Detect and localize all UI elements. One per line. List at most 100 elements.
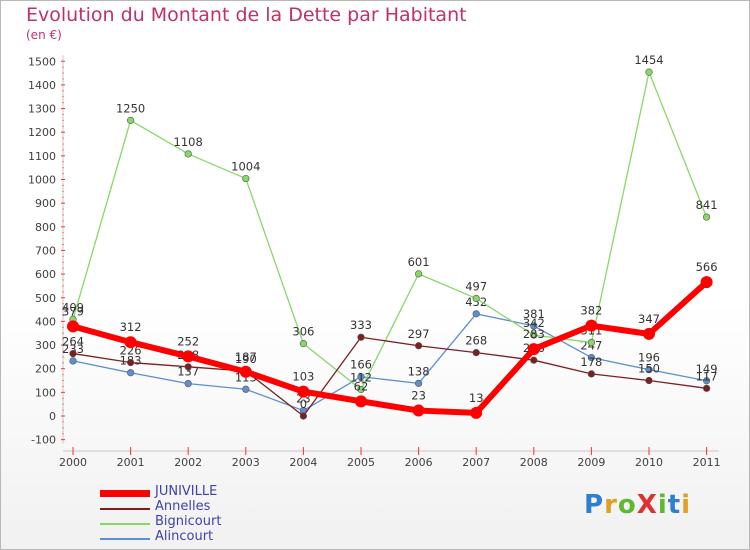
data-label-alincourt: 166 [350, 358, 372, 372]
x-tick-label: 2010 [635, 456, 663, 469]
data-point-bignicourt [299, 340, 308, 348]
data-point-bignicourt [357, 385, 365, 394]
data-point-annelles [69, 349, 77, 358]
x-tick-label: 2000 [59, 456, 87, 469]
y-tick-label: 1000 [28, 174, 56, 187]
legend-item: JUNIVILLE [100, 484, 300, 501]
data-label-juniville: 103 [292, 370, 314, 384]
data-point-bignicourt [530, 331, 538, 339]
legend: JUNIVILLE Annelles Bignicourt Alincourt [100, 484, 300, 546]
data-label-annelles: 150 [638, 362, 660, 376]
data-point-juniville [355, 395, 367, 408]
data-label-juniville: 62 [354, 379, 369, 393]
legend-item: Bignicourt [100, 514, 300, 531]
logo-letter: t [667, 490, 682, 520]
data-label-bignicourt: 1454 [634, 53, 663, 67]
data-point-bignicourt [587, 338, 596, 347]
data-point-annelles [184, 363, 192, 371]
series-line-bignicourt [72, 71, 708, 391]
legend-label: Alincourt [155, 529, 214, 544]
legend-swatch [100, 508, 150, 510]
data-label-bignicourt: 1108 [174, 135, 203, 149]
data-label-juniville: 382 [580, 304, 602, 318]
data-label-bignicourt: 306 [292, 325, 314, 339]
y-tick-label: 200 [35, 363, 56, 376]
data-label-alincourt: 233 [62, 342, 84, 356]
data-point-juniville [297, 385, 310, 398]
data-point-alincourt [645, 366, 653, 374]
data-point-juniville [527, 343, 540, 356]
data-label-juniville: 187 [235, 350, 257, 364]
data-point-annelles [472, 349, 480, 357]
data-label-annelles: 297 [408, 327, 430, 341]
data-point-annelles [357, 333, 365, 341]
data-label-bignicourt: 1250 [116, 101, 145, 115]
y-tick-label: 1100 [28, 150, 56, 163]
data-point-alincourt [530, 322, 538, 330]
data-point-bignicourt [645, 68, 653, 76]
y-tick-label: 900 [35, 197, 56, 210]
data-point-bignicourt [242, 174, 250, 183]
data-point-alincourt [127, 369, 135, 377]
logo-letter: i [681, 490, 692, 520]
data-point-juniville [182, 350, 195, 363]
data-label-annelles: 226 [120, 344, 142, 358]
data-point-annelles [702, 384, 711, 392]
logo-letter: o [617, 490, 637, 520]
y-tick-label: 1200 [28, 126, 56, 139]
logo-letter: P [584, 490, 605, 520]
data-label-juniville: 283 [523, 327, 545, 341]
data-point-alincourt [587, 353, 596, 362]
data-label-annelles: 0 [300, 397, 307, 411]
legend-item: Annelles [100, 499, 300, 516]
data-point-alincourt [357, 373, 365, 381]
data-label-alincourt: 137 [177, 365, 199, 379]
data-point-juniville [643, 327, 655, 340]
logo-letter: X [636, 490, 658, 520]
x-tick-label: 2004 [289, 456, 317, 469]
data-label-alincourt: 138 [408, 364, 430, 378]
data-label-alincourt: 149 [696, 362, 718, 376]
legend-swatch [100, 538, 150, 540]
data-point-annelles [415, 342, 423, 350]
data-point-bignicourt [184, 150, 192, 158]
x-tick-label: 2007 [462, 456, 490, 469]
x-tick-label: 2001 [117, 456, 145, 469]
series-line-annelles [72, 336, 708, 417]
x-tick-label: 2009 [577, 456, 605, 469]
data-point-annelles [127, 358, 135, 367]
x-tick-label: 2006 [405, 456, 433, 469]
logo-letter: r [604, 490, 618, 520]
data-label-juniville: 23 [411, 389, 426, 403]
data-point-juniville [700, 276, 713, 289]
data-point-bignicourt [702, 213, 711, 221]
legend-swatch [100, 490, 150, 497]
data-point-alincourt [242, 385, 250, 393]
data-label-bignicourt: 841 [696, 198, 718, 212]
data-point-annelles [645, 376, 653, 385]
legend-label: JUNIVILLE [155, 484, 218, 499]
data-point-alincourt [472, 310, 480, 318]
data-label-bignicourt: 342 [523, 316, 545, 330]
legend-label: Bignicourt [155, 514, 222, 529]
data-point-juniville [124, 336, 137, 349]
data-point-juniville [470, 406, 483, 419]
y-tick-label: 600 [35, 268, 56, 281]
data-point-alincourt [184, 379, 192, 388]
y-tick-label: 0 [49, 410, 56, 423]
x-tick-label: 2011 [693, 456, 721, 469]
y-tick-label: 1300 [28, 103, 56, 116]
y-tick-label: 1400 [28, 79, 56, 92]
data-point-bignicourt [127, 116, 135, 124]
legend-item: Alincourt [100, 529, 300, 546]
data-point-annelles [530, 356, 538, 364]
y-tick-label: 800 [35, 221, 56, 234]
data-label-bignicourt: 1004 [231, 160, 260, 174]
data-label-bignicourt: 112 [350, 371, 372, 385]
logo-letter: i [657, 490, 668, 520]
data-point-bignicourt [472, 294, 480, 303]
proxiti-logo: ProXiti [584, 490, 691, 520]
y-tick-label: 100 [35, 386, 56, 399]
data-point-alincourt [415, 379, 423, 387]
y-tick-label: 700 [35, 244, 56, 257]
